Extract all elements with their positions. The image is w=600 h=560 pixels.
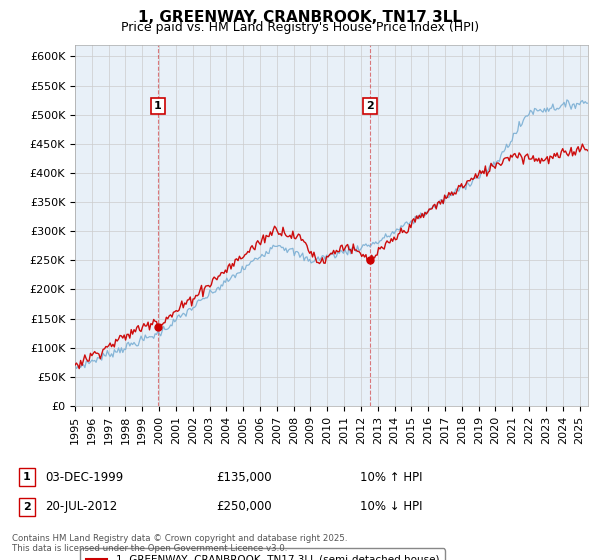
Text: 1: 1: [23, 472, 31, 482]
Text: £135,000: £135,000: [216, 470, 272, 484]
Text: 2: 2: [23, 502, 31, 512]
Text: 03-DEC-1999: 03-DEC-1999: [45, 470, 123, 484]
Text: 20-JUL-2012: 20-JUL-2012: [45, 500, 117, 514]
Text: 1: 1: [154, 101, 161, 111]
Text: Contains HM Land Registry data © Crown copyright and database right 2025.
This d: Contains HM Land Registry data © Crown c…: [12, 534, 347, 553]
Legend: 1, GREENWAY, CRANBROOK, TN17 3LL (semi-detached house), HPI: Average price, semi: 1, GREENWAY, CRANBROOK, TN17 3LL (semi-d…: [80, 548, 445, 560]
Text: 2: 2: [367, 101, 374, 111]
Text: Price paid vs. HM Land Registry's House Price Index (HPI): Price paid vs. HM Land Registry's House …: [121, 21, 479, 34]
Text: 10% ↓ HPI: 10% ↓ HPI: [360, 500, 422, 514]
Text: 1, GREENWAY, CRANBROOK, TN17 3LL: 1, GREENWAY, CRANBROOK, TN17 3LL: [138, 10, 462, 25]
Text: £250,000: £250,000: [216, 500, 272, 514]
Text: 10% ↑ HPI: 10% ↑ HPI: [360, 470, 422, 484]
